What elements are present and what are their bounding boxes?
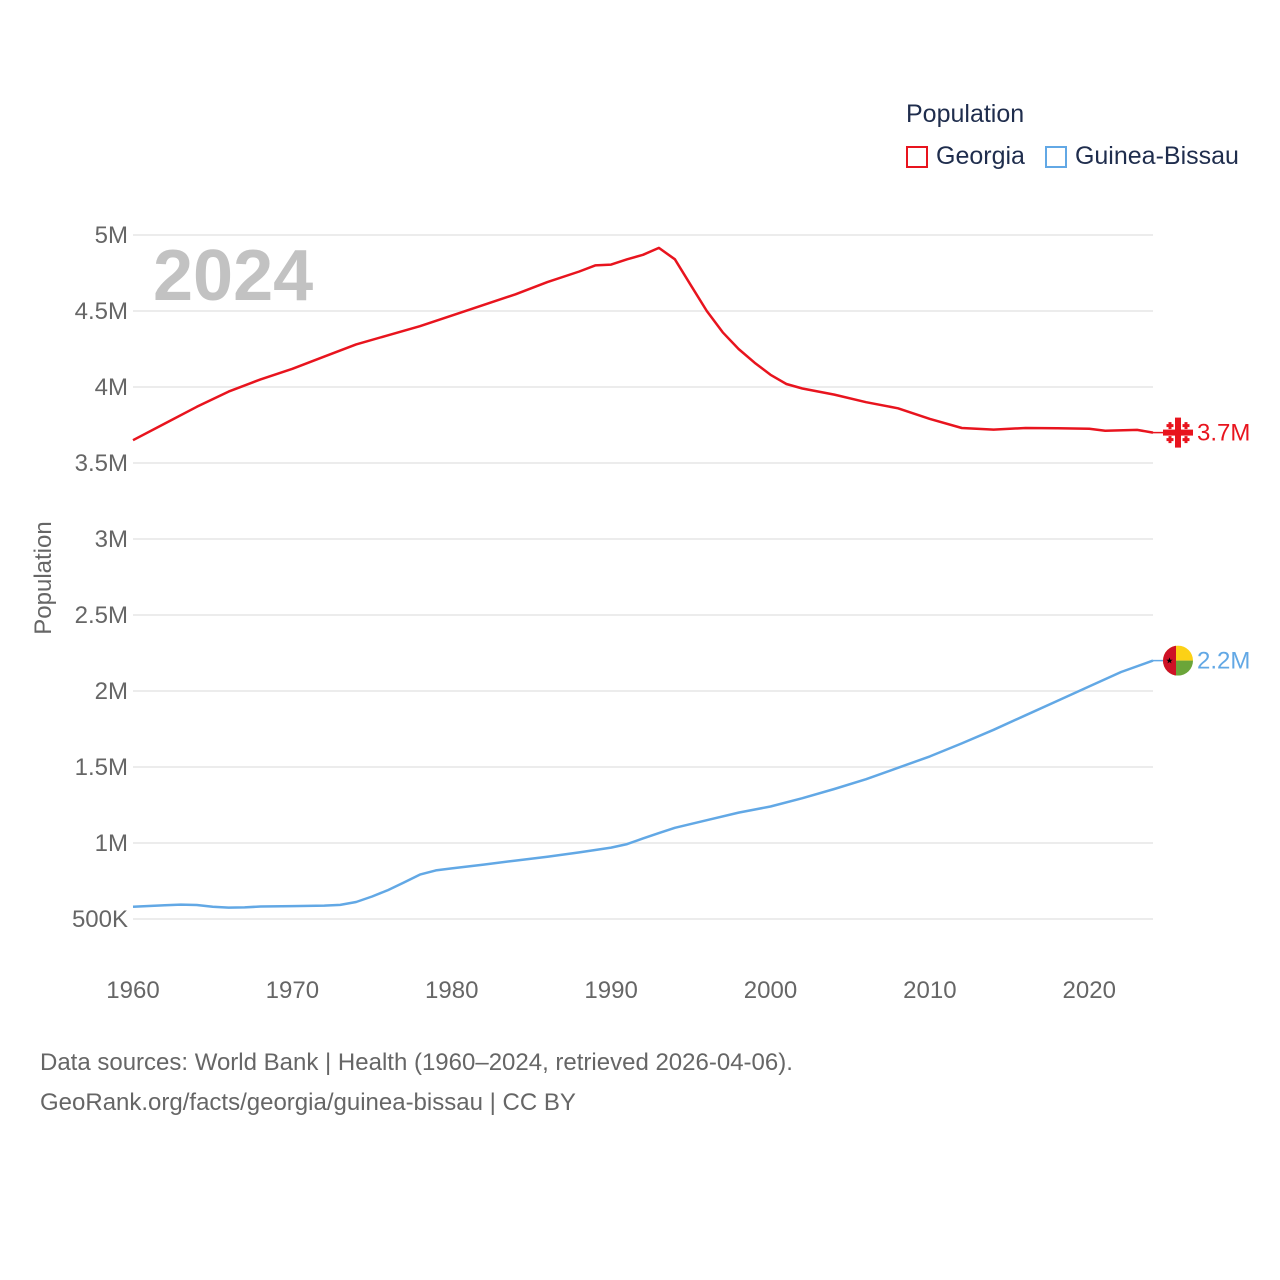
x-tick-label: 1980 [425, 977, 478, 1004]
legend-label-guinea-bissau: Guinea-Bissau [1074, 142, 1239, 170]
y-tick-label: 1M [95, 830, 128, 857]
series-line-guinea-bissau[interactable] [132, 659, 1154, 909]
y-tick-label: 4M [95, 374, 128, 401]
end-label-guinea-bissau: 2.2M [1197, 648, 1250, 675]
end-label-georgia: 3.7M [1197, 420, 1250, 447]
series-lines [132, 246, 1165, 909]
y-tick-label: 2M [95, 678, 128, 705]
gridlines [133, 234, 1153, 920]
y-axis-title: Population [30, 521, 57, 634]
georgia-flag-icon [1163, 417, 1193, 448]
x-axis-ticks: 1960 1970 1980 1990 2000 2010 2020 [106, 977, 1116, 1004]
footer: Data sources: World Bank | Health (1960–… [40, 1043, 793, 1123]
legend-item-georgia[interactable]: Georgia [906, 142, 1025, 171]
y-tick-label: 1.5M [75, 754, 128, 781]
y-tick-label: 2.5M [75, 602, 128, 629]
legend-label-georgia: Georgia [936, 142, 1025, 170]
x-tick-label: 1970 [266, 977, 319, 1004]
y-tick-label: 500K [72, 906, 128, 933]
y-axis-ticks: 500K 1M 1.5M 2M 2.5M 3M 3.5M 4M 4.5M 5M [72, 222, 128, 933]
guinea-bissau-flag-icon [1163, 645, 1193, 676]
x-tick-label: 2010 [903, 977, 956, 1004]
x-tick-label: 2000 [744, 977, 797, 1004]
y-tick-label: 4.5M [75, 298, 128, 325]
x-tick-label: 1960 [106, 977, 159, 1004]
y-tick-label: 3.5M [75, 450, 128, 477]
legend-title: Population [906, 100, 1025, 128]
year-label: 2024 [153, 236, 313, 316]
legend-item-guinea-bissau[interactable]: Guinea-Bissau [1044, 142, 1239, 171]
x-tick-label: 1990 [584, 977, 637, 1004]
y-tick-label: 3M [95, 526, 128, 553]
legend: Georgia Guinea-Bissau [906, 142, 1259, 171]
legend-swatch-guinea-bissau [1044, 145, 1067, 168]
footer-attribution: GeoRank.org/facts/georgia/guinea-bissau … [40, 1089, 576, 1116]
y-tick-label: 5M [95, 222, 128, 249]
legend-swatch-georgia [906, 145, 928, 168]
x-tick-label: 2020 [1063, 977, 1116, 1004]
series-line-georgia[interactable] [132, 246, 1154, 442]
footer-sources: Data sources: World Bank | Health (1960–… [40, 1049, 793, 1076]
